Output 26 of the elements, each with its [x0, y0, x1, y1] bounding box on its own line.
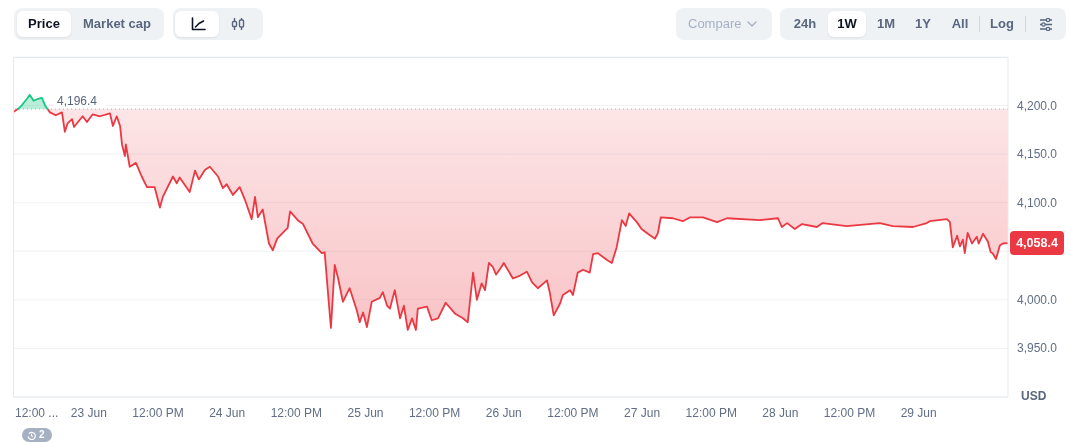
y-tick-label: 3,950.0 — [1017, 341, 1058, 356]
x-tick-label: 12:00 PM — [823, 406, 876, 420]
price-tag: 4,058.4 — [1010, 231, 1064, 256]
x-tick-label: 25 Jun — [347, 406, 384, 420]
x-tick-label: 12:00 ... — [15, 406, 59, 420]
y-tick-label: 4,200.0 — [1017, 98, 1058, 113]
x-tick-label: 24 Jun — [209, 406, 246, 420]
x-tick-label: 12:00 PM — [408, 406, 461, 420]
ref-line-label: 4,196.4 — [57, 93, 98, 108]
y-tick-label: 4,000.0 — [1017, 292, 1058, 307]
compare-dropdown: Compare — [676, 8, 772, 40]
time-range-selector: 24h 1W 1M 1Y All Log — [780, 8, 1066, 40]
y-axis-title: USD — [1021, 389, 1047, 403]
history-badge: 2 — [22, 428, 52, 442]
x-tick-label: 27 Jun — [624, 406, 661, 420]
x-tick-label: 26 Jun — [485, 406, 522, 420]
x-tick-label: 12:00 PM — [132, 406, 184, 420]
y-tick-label: 4,150.0 — [1017, 147, 1058, 162]
x-tick-label: 29 Jun — [900, 406, 937, 420]
y-tick-label: 4,100.0 — [1017, 195, 1058, 210]
x-tick-label: 12:00 PM — [547, 406, 599, 420]
x-tick-label: 12:00 PM — [270, 406, 323, 420]
view-tabs: Price Market cap — [14, 8, 164, 40]
x-tick-label: 28 Jun — [762, 406, 799, 420]
x-tick-label: 12:00 PM — [685, 406, 737, 420]
x-tick-label: 23 Jun — [70, 406, 107, 420]
